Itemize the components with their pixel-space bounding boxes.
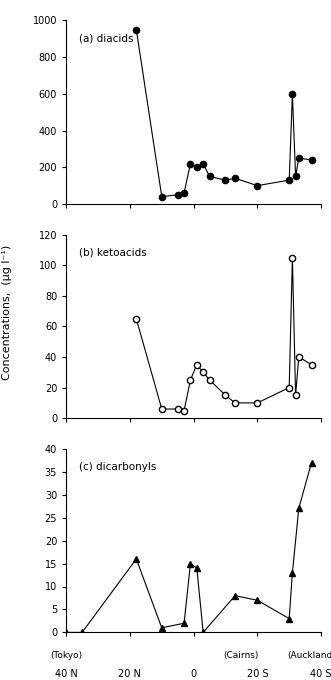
Text: 40 N: 40 N [55,669,77,679]
Text: 40 S: 40 S [310,669,331,679]
Text: 20 S: 20 S [247,669,268,679]
Text: (Auckland): (Auckland) [287,651,331,660]
Text: 20 N: 20 N [118,669,141,679]
Text: (c) dicarbonyls: (c) dicarbonyls [79,462,156,472]
Text: 0: 0 [191,669,197,679]
Text: Concentrations,  (μg l⁻¹): Concentrations, (μg l⁻¹) [2,245,12,380]
Text: (b) ketoacids: (b) ketoacids [79,248,147,258]
Text: (Cairns): (Cairns) [224,651,259,660]
Text: (Tokyo): (Tokyo) [50,651,82,660]
Text: (a) diacids: (a) diacids [79,33,133,44]
